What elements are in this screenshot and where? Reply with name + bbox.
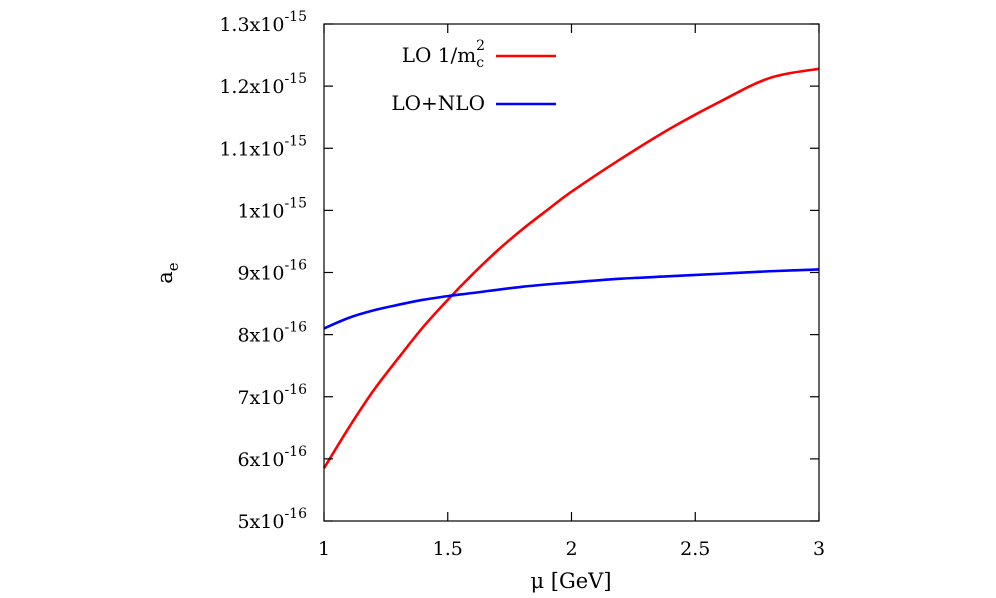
y-tick-exp-1: -16 (284, 444, 307, 460)
y-tick-exp-5: -15 (284, 195, 307, 211)
y-tick-label-8: 1.3x10-15 (219, 9, 307, 36)
x-axis-title: μ [GeV] (530, 569, 611, 593)
y-tick-mantissa-8: 1.3x10 (219, 14, 284, 36)
x-tick-label-2: 2 (565, 538, 577, 560)
y-axis-title: ae (153, 262, 182, 284)
y-tick-label-5: 1x10-15 (237, 195, 307, 222)
y-tick-label-3: 8x10-16 (237, 320, 307, 347)
y-tick-exp-2: -16 (284, 382, 307, 398)
y-tick-mantissa-1: 6x10 (237, 449, 284, 471)
x-tick-labels: 1 1.5 2 2.5 3 (318, 538, 825, 560)
y-tick-labels: 5x10-166x10-167x10-168x10-169x10-161x10-… (219, 9, 307, 533)
y-tick-mantissa-5: 1x10 (237, 200, 284, 222)
y-tick-label-6: 1.1x10-15 (219, 133, 307, 160)
legend: LO 1/mc2 LO+NLO (391, 38, 556, 115)
x-axis-unit: [GeV] (551, 569, 612, 593)
y-tick-mantissa-7: 1.2x10 (219, 76, 284, 98)
y-tick-label-4: 9x10-16 (237, 258, 307, 285)
y-tick-label-2: 7x10-16 (237, 382, 307, 409)
y-tick-mantissa-0: 5x10 (237, 511, 284, 533)
y-tick-exp-8: -15 (284, 9, 307, 25)
x-tick-label-3: 2.5 (680, 538, 710, 560)
y-tick-label-7: 1.2x10-15 (219, 71, 307, 98)
y-tick-mantissa-4: 9x10 (237, 263, 284, 285)
series-layer (322, 67, 820, 469)
legend-label-lo-sub: c (476, 55, 484, 71)
legend-label-lo: LO 1/mc2 (402, 38, 485, 71)
legend-label-lo-sup: 2 (476, 38, 485, 54)
series-line-0 (322, 67, 820, 469)
y-tick-label-1: 6x10-16 (237, 444, 307, 471)
y-tick-mantissa-3: 8x10 (237, 325, 284, 347)
y-tick-exp-3: -16 (284, 320, 307, 336)
y-tick-exp-7: -15 (284, 71, 307, 87)
y-tick-mantissa-2: 7x10 (237, 387, 284, 409)
y-axis-base: a (153, 271, 177, 284)
y-tick-mantissa-6: 1.1x10 (219, 138, 284, 160)
x-tick-label-0: 1 (318, 538, 330, 560)
ticks-layer (323, 23, 820, 522)
x-tick-label-4: 3 (813, 538, 825, 560)
legend-label-lo-main: LO 1/m (402, 43, 476, 67)
y-tick-exp-0: -16 (284, 506, 307, 522)
legend-entry-lo: LO 1/mc2 (402, 38, 556, 71)
legend-entry-lonlo: LO+NLO (391, 91, 556, 115)
x-tick-label-1: 1.5 (433, 538, 463, 560)
y-axis-sub: e (164, 262, 182, 271)
x-axis-symbol: μ (530, 569, 544, 593)
y-tick-exp-4: -16 (284, 258, 307, 274)
y-tick-exp-6: -15 (284, 133, 307, 149)
y-tick-label-0: 5x10-16 (237, 506, 307, 533)
legend-label-lonlo: LO+NLO (391, 91, 485, 115)
series-line-1 (323, 268, 820, 330)
